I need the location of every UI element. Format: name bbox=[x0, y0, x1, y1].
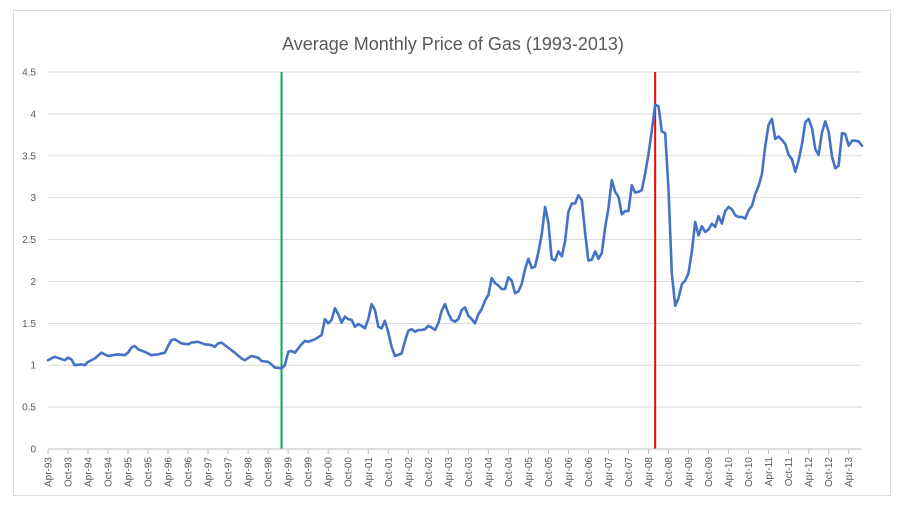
x-tick-label: Apr-11 bbox=[764, 457, 775, 487]
chart-title: Average Monthly Price of Gas (1993-2013) bbox=[282, 34, 624, 54]
y-tick-label: 0.5 bbox=[22, 403, 36, 414]
x-tick-label: Oct-03 bbox=[464, 457, 475, 487]
x-tick-label: Apr-07 bbox=[604, 457, 615, 487]
x-tick-label: Apr-03 bbox=[444, 457, 455, 487]
x-tick-label: Oct-94 bbox=[104, 457, 115, 487]
x-tick-label: Oct-12 bbox=[824, 457, 835, 487]
x-tick-label: Oct-96 bbox=[184, 457, 195, 487]
x-tick-label: Apr-01 bbox=[364, 457, 375, 487]
x-axis-ticks: Apr-93 Oct-93 Apr-94 Oct-94 Apr-95 Oct-95 Apr-… bbox=[44, 449, 855, 487]
x-tick-label: Oct-06 bbox=[584, 457, 595, 487]
x-tick-label: Oct-01 bbox=[384, 457, 395, 487]
x-tick-label: Oct-07 bbox=[624, 457, 635, 487]
y-tick-label: 2.5 bbox=[22, 235, 36, 246]
x-tick-label: Oct-02 bbox=[424, 457, 435, 487]
series-line bbox=[46, 103, 864, 370]
x-tick-label: Apr-02 bbox=[404, 457, 415, 487]
x-tick-label: Apr-95 bbox=[124, 457, 135, 487]
x-tick-label: Oct-93 bbox=[64, 457, 75, 487]
x-tick-label: Apr-93 bbox=[44, 457, 55, 487]
x-tick-label: Oct-08 bbox=[664, 457, 675, 487]
x-tick-label: Apr-05 bbox=[524, 457, 535, 487]
x-tick-label: Oct-95 bbox=[144, 457, 155, 487]
x-tick-label: Oct-09 bbox=[704, 457, 715, 487]
x-tick-label: Apr-08 bbox=[644, 457, 655, 487]
x-tick-label: Apr-04 bbox=[484, 457, 495, 487]
x-tick-label: Apr-98 bbox=[244, 457, 255, 487]
x-tick-label: Oct-98 bbox=[264, 457, 275, 487]
y-tick-label: 1.5 bbox=[22, 319, 36, 330]
gridlines bbox=[48, 71, 862, 408]
x-tick-label: Apr-94 bbox=[84, 457, 95, 487]
x-tick-label: Oct-97 bbox=[224, 457, 235, 487]
x-tick-label: Oct-99 bbox=[304, 457, 315, 487]
y-tick-label: 4 bbox=[30, 109, 36, 120]
x-tick-label: Oct-11 bbox=[784, 457, 795, 487]
x-tick-label: Apr-99 bbox=[284, 457, 295, 487]
x-tick-label: Apr-96 bbox=[164, 457, 175, 487]
y-tick-label: 3.5 bbox=[22, 151, 36, 162]
x-tick-label: Apr-13 bbox=[844, 457, 855, 487]
x-tick-label: Apr-12 bbox=[804, 457, 815, 487]
x-tick-label: Apr-10 bbox=[724, 457, 735, 487]
x-tick-label: Apr-00 bbox=[324, 457, 335, 487]
x-tick-label: Apr-97 bbox=[204, 457, 215, 487]
y-tick-label: 0 bbox=[30, 445, 36, 456]
marker-lines bbox=[280, 72, 657, 449]
x-tick-label: Oct-10 bbox=[744, 457, 755, 487]
chart-frame bbox=[13, 10, 891, 496]
y-tick-label: 1 bbox=[30, 361, 36, 372]
x-tick-label: Oct-00 bbox=[344, 457, 355, 487]
x-tick-label: Oct-05 bbox=[544, 457, 555, 487]
y-axis-ticks: 0 0.5 1 1.5 2 2.5 3 3.5 4 4.5 bbox=[22, 68, 36, 456]
x-tick-label: Oct-04 bbox=[504, 457, 515, 487]
y-tick-label: 4.5 bbox=[22, 68, 36, 79]
x-tick-label: Apr-06 bbox=[564, 457, 575, 487]
y-tick-label: 2 bbox=[30, 277, 36, 288]
y-tick-label: 3 bbox=[30, 193, 36, 204]
x-tick-label: Apr-09 bbox=[684, 457, 695, 487]
